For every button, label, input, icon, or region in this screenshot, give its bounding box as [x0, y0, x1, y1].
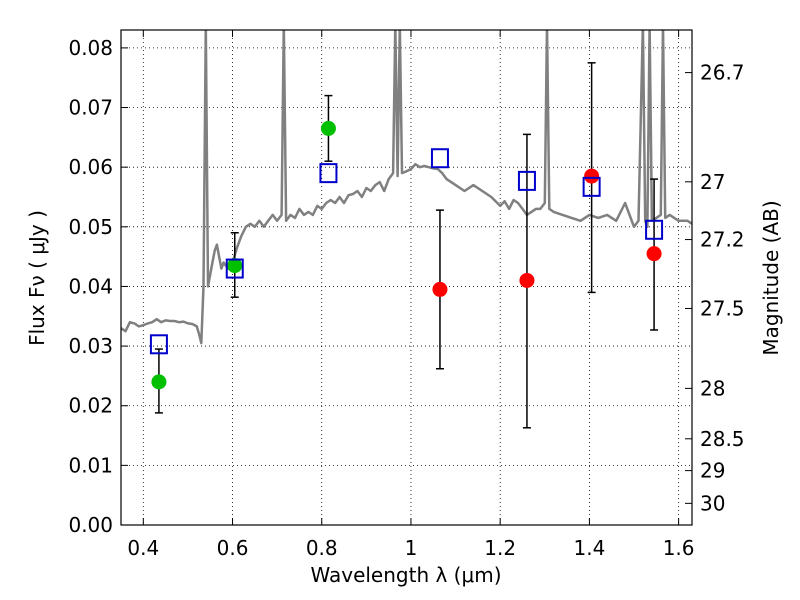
y-tick-label: 0.06	[68, 155, 113, 179]
data-layer	[121, 30, 692, 429]
right-tick-label: 28.5	[700, 427, 745, 451]
tick-marks	[121, 30, 692, 526]
right-tick-label: 27.5	[700, 296, 745, 320]
spectrum-line	[121, 30, 692, 345]
model-photometry-square	[645, 219, 664, 240]
right-axis-label: Magnitude (AB)	[759, 200, 783, 355]
measured-detections-point	[227, 258, 243, 274]
y-tick-label: 0.04	[68, 274, 113, 298]
measured-upper-point	[584, 168, 600, 184]
right-tick-label: 29	[700, 459, 725, 483]
x-tick-label: 0.6	[217, 536, 249, 560]
y-axis-label: Flux Fν ( μJy )	[25, 210, 49, 346]
model-photometry-square	[225, 258, 244, 279]
measured-upper-point	[432, 281, 448, 297]
right-tick-label: 30	[700, 491, 725, 515]
model-photometry-square	[582, 176, 601, 197]
y-tick-label: 0.08	[68, 36, 113, 60]
x-tick-label: 1.2	[484, 536, 516, 560]
x-tick-label: 1.6	[663, 536, 695, 560]
measured-upper-point	[519, 272, 535, 288]
right-tick-label: 28	[700, 376, 725, 400]
x-tick-label: 1	[405, 536, 418, 560]
y-tick-label: 0.05	[68, 215, 113, 239]
measured-upper-point	[646, 246, 662, 262]
right-tick-label: 26.7	[700, 61, 745, 85]
model-photometry-square	[517, 170, 536, 191]
x-axis-label: Wavelength λ (μm)	[310, 563, 501, 587]
y-tick-label: 0.00	[68, 513, 113, 537]
model-photometry-square	[430, 148, 449, 169]
model-photometry-square	[149, 334, 168, 355]
tick-labels: 0.4 0.6 0.8 1 1.2 1.4 1.6 0.00 0.01 0.02 0.03 0.04 0…	[68, 36, 744, 560]
model-photometry-square	[319, 163, 338, 184]
grid-lines	[121, 30, 692, 526]
x-tick-label: 0.8	[306, 536, 338, 560]
right-tick-label: 27	[700, 170, 725, 194]
right-tick-label: 27.2	[700, 228, 745, 252]
y-tick-label: 0.03	[68, 334, 113, 358]
y-tick-label: 0.07	[68, 96, 113, 120]
x-tick-label: 1.4	[573, 536, 605, 560]
x-tick-label: 0.4	[127, 536, 159, 560]
measured-detections-point	[151, 374, 167, 390]
measured-detections-point	[320, 120, 336, 136]
y-tick-label: 0.02	[68, 394, 113, 418]
y-tick-label: 0.01	[68, 453, 113, 477]
plot-frame	[120, 29, 693, 526]
